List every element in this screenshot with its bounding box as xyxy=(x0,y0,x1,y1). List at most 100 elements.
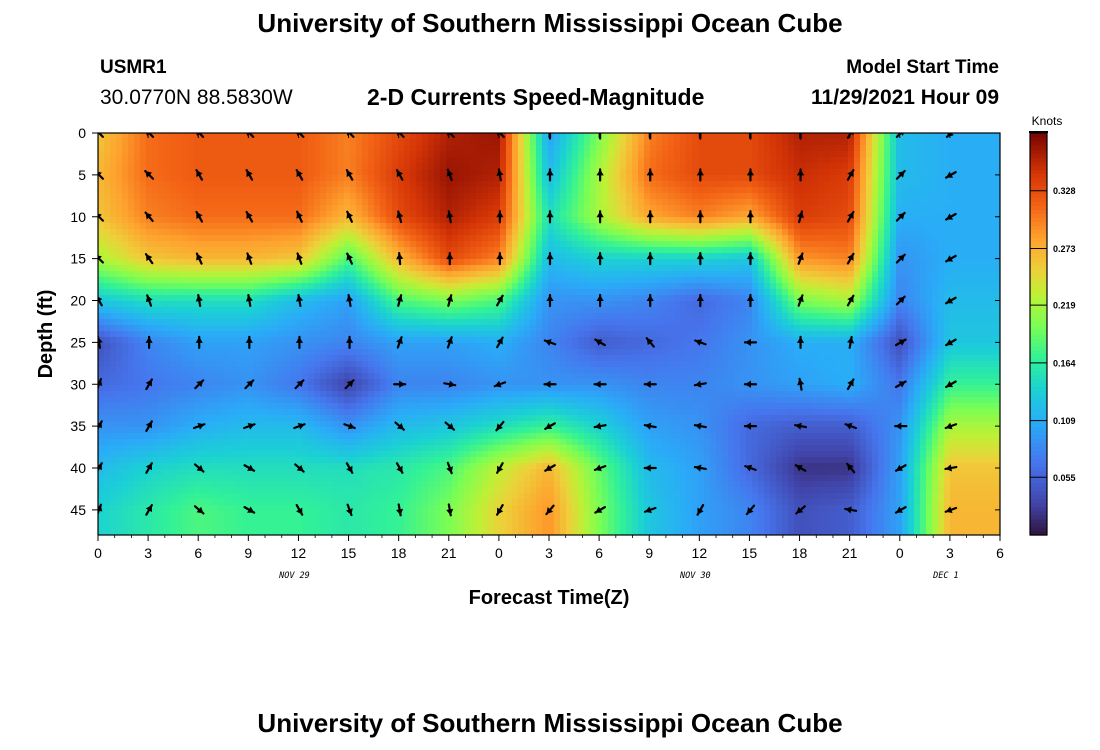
heatmap-cell xyxy=(614,325,621,332)
heatmap-cell xyxy=(722,241,729,248)
heatmap-cell xyxy=(854,211,861,218)
heatmap-cell xyxy=(824,169,831,176)
heatmap-cell xyxy=(680,271,687,278)
heatmap-cell xyxy=(194,271,201,278)
heatmap-cell xyxy=(830,229,837,236)
heatmap-cell xyxy=(872,151,879,158)
heatmap-cell xyxy=(788,217,795,224)
heatmap-cell xyxy=(842,175,849,182)
heatmap-cell xyxy=(644,145,651,152)
heatmap-cell xyxy=(944,145,951,152)
heatmap-cell xyxy=(626,157,633,164)
heatmap-cell xyxy=(980,271,987,278)
heatmap-cell xyxy=(752,157,759,164)
heatmap-cell xyxy=(230,307,237,314)
heatmap-cell xyxy=(590,247,597,254)
heatmap-cell xyxy=(686,139,693,146)
heatmap-cell xyxy=(926,229,933,236)
heatmap-cell xyxy=(644,175,651,182)
heatmap-cell xyxy=(782,181,789,188)
heatmap-cell xyxy=(932,301,939,308)
heatmap-cell xyxy=(428,145,435,152)
heatmap-cell xyxy=(266,217,273,224)
heatmap-cell xyxy=(998,157,1000,164)
heatmap-cell xyxy=(962,241,969,248)
heatmap-cell xyxy=(812,307,819,314)
heatmap-cell xyxy=(908,151,915,158)
heatmap-cell xyxy=(530,229,537,236)
heatmap-cell xyxy=(122,241,129,248)
heatmap-cell xyxy=(890,211,897,218)
heatmap-cell xyxy=(374,199,381,206)
heatmap-cell xyxy=(536,181,543,188)
heatmap-cell xyxy=(134,331,141,338)
heatmap-cell xyxy=(446,283,453,290)
heatmap-cell xyxy=(728,277,735,284)
heatmap-cell xyxy=(710,289,717,296)
heatmap-cell xyxy=(494,133,501,140)
heatmap-cell xyxy=(110,247,117,254)
heatmap-cell xyxy=(782,307,789,314)
heatmap-cell xyxy=(380,307,387,314)
heatmap-cell xyxy=(116,211,123,218)
heatmap-cell xyxy=(482,295,489,302)
heatmap-cell xyxy=(974,313,981,320)
heatmap-cell xyxy=(254,307,261,314)
heatmap-cell xyxy=(350,223,357,230)
heatmap-cell xyxy=(218,187,225,194)
heatmap-cell xyxy=(812,319,819,326)
heatmap-cell xyxy=(512,241,519,248)
heatmap-cell xyxy=(542,265,549,272)
heatmap-cell xyxy=(944,319,951,326)
heatmap-cell xyxy=(128,289,135,296)
heatmap-cell xyxy=(410,319,417,326)
heatmap-cell xyxy=(140,139,147,146)
heatmap-cell xyxy=(656,325,663,332)
heatmap-cell xyxy=(584,313,591,320)
heatmap-cell xyxy=(332,301,339,308)
heatmap-cell xyxy=(146,223,153,230)
heatmap-cell xyxy=(506,325,513,332)
heatmap-cell xyxy=(830,139,837,146)
heatmap-cell xyxy=(140,151,147,158)
heatmap-cell xyxy=(656,247,663,254)
heatmap-cell xyxy=(764,157,771,164)
heatmap-cell xyxy=(422,235,429,242)
heatmap-cell xyxy=(980,295,987,302)
heatmap-cell xyxy=(638,301,645,308)
heatmap-cell xyxy=(746,139,753,146)
heatmap-cell xyxy=(470,157,477,164)
heatmap-cell xyxy=(644,199,651,206)
heatmap-cell xyxy=(398,169,405,176)
heatmap-cell xyxy=(458,313,465,320)
heatmap-cell xyxy=(902,157,909,164)
heatmap-cell xyxy=(908,169,915,176)
heatmap-cell xyxy=(710,283,717,290)
heatmap-cell xyxy=(134,247,141,254)
heatmap-cell xyxy=(518,307,525,314)
heatmap-cell xyxy=(722,265,729,272)
heatmap-cell xyxy=(254,151,261,158)
heatmap-cell xyxy=(614,205,621,212)
heatmap-cell xyxy=(746,319,753,326)
heatmap-cell xyxy=(740,301,747,308)
heatmap-cell xyxy=(212,325,219,332)
heatmap-cell xyxy=(722,145,729,152)
heatmap-cell xyxy=(830,211,837,218)
heatmap-cell xyxy=(932,133,939,140)
heatmap-cell xyxy=(218,301,225,308)
heatmap-cell xyxy=(740,289,747,296)
heatmap-cell xyxy=(440,151,447,158)
heatmap-cell xyxy=(206,205,213,212)
heatmap-cell xyxy=(236,193,243,200)
heatmap-cell xyxy=(518,193,525,200)
heatmap-cell xyxy=(404,313,411,320)
heatmap-cell xyxy=(368,241,375,248)
heatmap-cell xyxy=(212,313,219,320)
heatmap-cell xyxy=(230,163,237,170)
heatmap-cell xyxy=(356,211,363,218)
heatmap-cell xyxy=(542,199,549,206)
heatmap-cell xyxy=(476,223,483,230)
heatmap-cell xyxy=(740,313,747,320)
